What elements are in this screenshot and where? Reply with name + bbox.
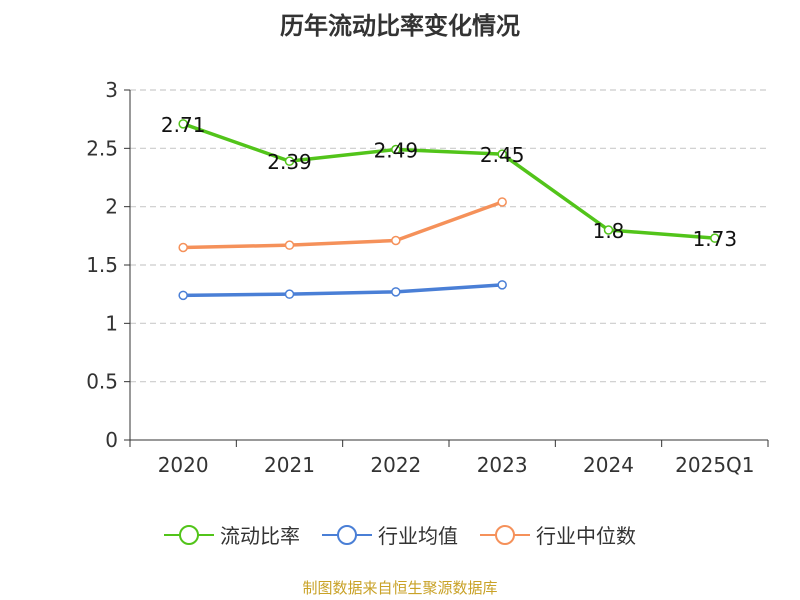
x-tick-label: 2024 — [583, 453, 634, 477]
legend-label: 流动比率 — [220, 524, 300, 548]
legend-line-marker-icon — [322, 524, 372, 545]
legend-item-current-ratio[interactable]: 流动比率 — [164, 520, 300, 549]
series-line — [181, 283, 504, 298]
data-point — [178, 119, 188, 129]
data-point — [710, 233, 720, 243]
data-point — [391, 235, 401, 246]
y-tick-label: 1.5 — [86, 253, 118, 277]
legend-item-industry-median[interactable]: 行业中位数 — [480, 520, 636, 549]
y-tick-label: 3 — [105, 78, 118, 102]
data-label: 2.71 — [161, 113, 206, 137]
data-label: 1.8 — [593, 219, 625, 243]
y-tick-label: 2 — [105, 195, 118, 219]
axis-layer: 0 0.5 1 1.5 2 2.5 3 2020 2021 2022 2023 2024 2025Q1 — [86, 78, 769, 477]
legend-line-marker-icon — [164, 524, 214, 545]
grid-layer — [130, 89, 768, 383]
data-point — [497, 197, 507, 207]
data-label: 1.73 — [693, 227, 738, 251]
data-point — [178, 242, 188, 253]
data-point — [497, 280, 507, 290]
legend-line-marker-icon — [480, 524, 530, 545]
data-point — [391, 144, 401, 155]
y-tick-label: 0.5 — [86, 370, 118, 394]
data-point — [497, 149, 507, 159]
x-tick-label: 2022 — [370, 453, 421, 477]
source-note: 制图数据来自恒生聚源数据库 — [302, 579, 498, 597]
legend-label: 行业中位数 — [536, 524, 636, 548]
data-point — [284, 156, 295, 166]
data-point — [391, 287, 401, 297]
x-tick-label: 2021 — [264, 453, 315, 477]
legend: 流动比率 行业均值 行业中位数 — [0, 520, 800, 549]
x-tick-label: 2025Q1 — [675, 453, 754, 477]
x-tick-label: 2023 — [477, 453, 528, 477]
series-layer — [178, 119, 720, 301]
data-label: 2.39 — [267, 150, 312, 174]
data-label-layer: 2.71 2.39 2.49 2.45 1.8 1.73 — [161, 113, 737, 251]
data-label: 2.45 — [480, 143, 525, 167]
series-line — [181, 200, 504, 250]
data-label: 2.49 — [374, 139, 419, 163]
y-tick-label: 1 — [105, 311, 118, 335]
data-point — [284, 240, 295, 250]
data-point — [603, 225, 614, 235]
y-tick-label: 2.5 — [86, 136, 118, 160]
data-point — [178, 290, 188, 301]
chart-title: 历年流动比率变化情况 — [280, 12, 520, 40]
legend-item-industry-mean[interactable]: 行业均值 — [322, 520, 458, 549]
y-tick-label: 0 — [105, 428, 118, 452]
series-line — [181, 122, 717, 240]
x-tick-label: 2020 — [158, 453, 209, 477]
data-point — [284, 289, 295, 299]
legend-label: 行业均值 — [378, 524, 458, 548]
